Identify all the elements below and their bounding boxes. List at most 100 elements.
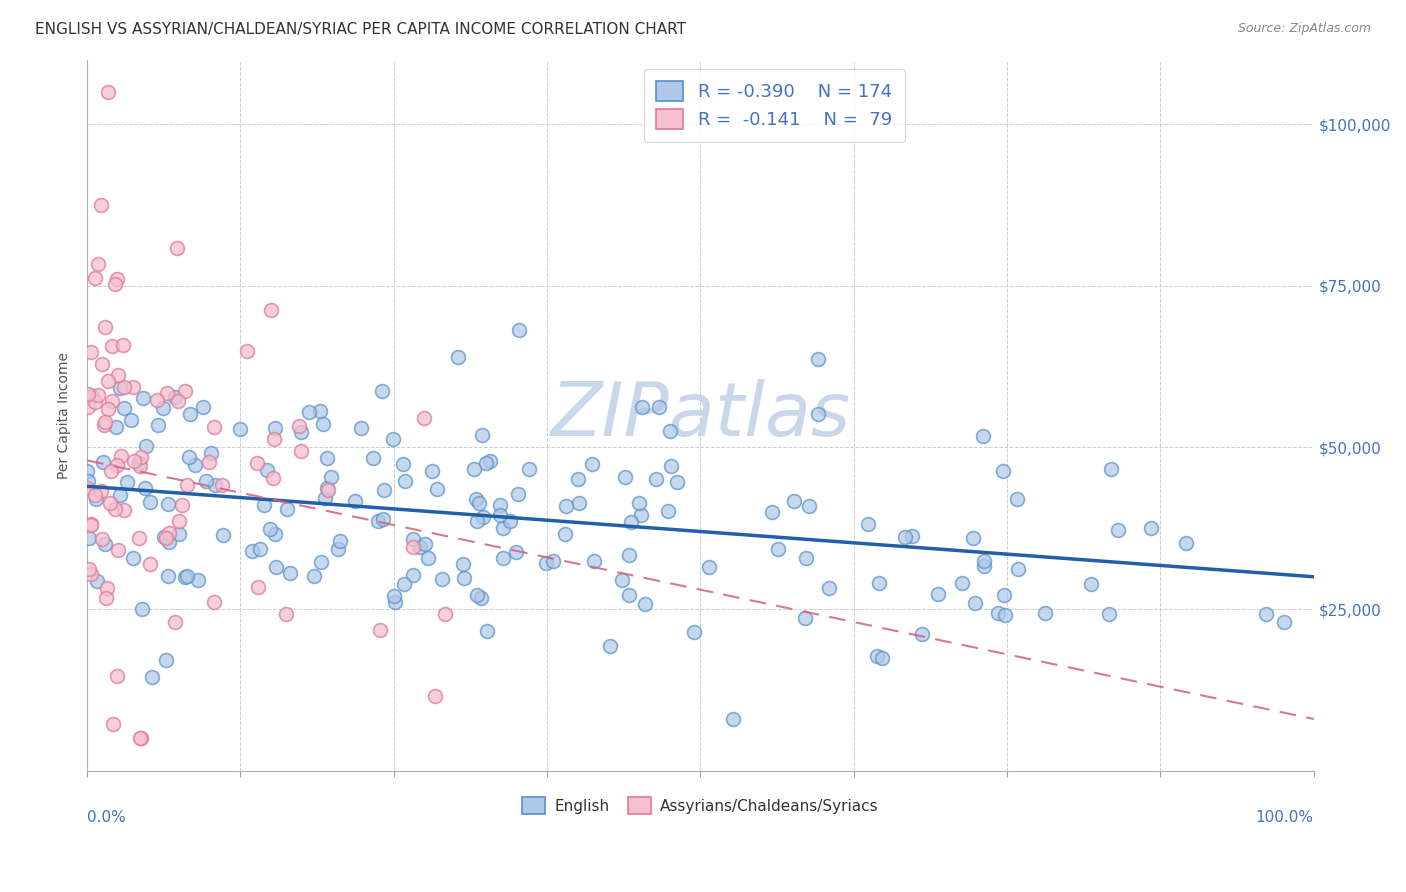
- Point: [627, 496, 650, 510]
- Point: [262, 471, 284, 485]
- Point: [165, 390, 187, 404]
- Point: [1099, 461, 1122, 475]
- Text: ENGLISH VS ASSYRIAN/CHALDEAN/SYRIAC PER CAPITA INCOME CORRELATION CHART: ENGLISH VS ASSYRIAN/CHALDEAN/SYRIAC PER …: [35, 22, 686, 37]
- Point: [416, 550, 439, 565]
- Point: [465, 589, 488, 603]
- Point: [309, 555, 332, 569]
- Point: [312, 417, 335, 431]
- Point: [134, 481, 156, 495]
- Point: [84, 394, 107, 409]
- Point: [463, 462, 485, 476]
- Point: [98, 496, 121, 510]
- Point: [83, 271, 105, 285]
- Text: 100.0%: 100.0%: [1256, 810, 1313, 825]
- Point: [298, 405, 321, 419]
- Point: [432, 572, 454, 586]
- Point: [617, 588, 640, 602]
- Point: [613, 470, 636, 484]
- Point: [156, 497, 179, 511]
- Point: [316, 481, 339, 495]
- Point: [128, 456, 150, 470]
- Point: [1007, 562, 1029, 576]
- Point: [856, 516, 879, 531]
- Point: [129, 458, 152, 473]
- Point: [1098, 607, 1121, 621]
- Point: [105, 271, 128, 285]
- Point: [174, 384, 197, 398]
- Point: [79, 517, 101, 532]
- Point: [581, 458, 603, 472]
- Point: [87, 388, 110, 402]
- Point: [229, 422, 252, 436]
- Point: [101, 717, 124, 731]
- Point: [761, 505, 783, 519]
- Point: [90, 483, 112, 498]
- Point: [464, 492, 486, 507]
- Point: [135, 439, 157, 453]
- Point: [152, 401, 174, 416]
- Point: [86, 574, 108, 588]
- Point: [287, 419, 309, 434]
- Point: [105, 668, 128, 682]
- Point: [465, 514, 488, 528]
- Point: [402, 568, 425, 582]
- Point: [453, 570, 475, 584]
- Point: [799, 499, 821, 513]
- Point: [721, 712, 744, 726]
- Point: [110, 488, 132, 502]
- Point: [122, 380, 145, 394]
- Point: [309, 404, 332, 418]
- Point: [870, 650, 893, 665]
- Point: [276, 502, 298, 516]
- Point: [195, 474, 218, 488]
- Point: [994, 608, 1017, 623]
- Point: [492, 521, 515, 535]
- Point: [129, 731, 152, 746]
- Point: [146, 393, 169, 408]
- Point: [368, 623, 391, 637]
- Point: [93, 537, 115, 551]
- Point: [987, 607, 1010, 621]
- Point: [259, 522, 281, 536]
- Point: [328, 542, 350, 557]
- Point: [139, 557, 162, 571]
- Point: [211, 478, 233, 492]
- Point: [200, 446, 222, 460]
- Point: [155, 532, 177, 546]
- Point: [290, 425, 312, 439]
- Point: [120, 413, 142, 427]
- Point: [367, 514, 389, 528]
- Point: [97, 374, 120, 388]
- Point: [972, 429, 994, 443]
- Point: [329, 534, 352, 549]
- Point: [350, 421, 373, 435]
- Point: [157, 534, 180, 549]
- Point: [77, 474, 100, 488]
- Point: [807, 407, 830, 421]
- Point: [382, 432, 405, 446]
- Point: [112, 401, 135, 415]
- Point: [665, 475, 688, 490]
- Point: [993, 465, 1015, 479]
- Point: [610, 574, 633, 588]
- Point: [394, 475, 416, 489]
- Point: [80, 566, 103, 581]
- Point: [165, 615, 187, 629]
- Point: [176, 478, 198, 492]
- Point: [392, 457, 415, 471]
- Point: [541, 554, 564, 568]
- Point: [156, 385, 179, 400]
- Point: [647, 400, 669, 414]
- Point: [634, 597, 657, 611]
- Point: [264, 560, 287, 574]
- Point: [155, 653, 177, 667]
- Point: [1107, 523, 1129, 537]
- Point: [110, 449, 132, 463]
- Point: [413, 410, 436, 425]
- Point: [423, 690, 446, 704]
- Point: [131, 731, 153, 746]
- Point: [111, 338, 134, 352]
- Point: [167, 527, 190, 541]
- Point: [426, 482, 449, 496]
- Point: [479, 454, 502, 468]
